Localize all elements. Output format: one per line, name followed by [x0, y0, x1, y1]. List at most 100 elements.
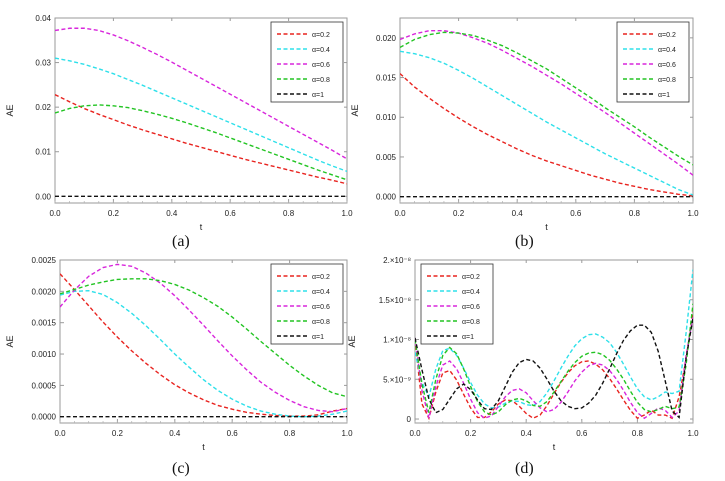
y-tick-label: 0.04	[35, 14, 51, 23]
y-tick-label: 0.0000	[32, 413, 57, 422]
series-line-1	[400, 73, 693, 197]
y-tick-label: 0	[407, 415, 412, 424]
legend-label: α=0.2	[312, 32, 330, 39]
series-line-3	[415, 317, 693, 420]
x-tick-label: 0.0	[394, 209, 406, 218]
y-axis-label: AE	[5, 104, 15, 116]
x-tick-label: 0.8	[629, 209, 641, 218]
x-tick-label: 0.6	[227, 429, 239, 438]
y-tick-label: 0.000	[376, 193, 397, 202]
x-tick-label: 0.4	[169, 429, 181, 438]
y-tick-label: 2.×10⁻⁸	[383, 256, 411, 265]
legend: α=0.2 α=0.4 α=0.6 α=0.8 α=1	[616, 21, 690, 103]
series-line-5	[415, 317, 693, 419]
x-tick-label: 0.4	[166, 209, 178, 218]
y-tick-label: 0.00	[35, 192, 51, 201]
legend-label: α=0.6	[462, 304, 480, 311]
y-tick-label: 0.0020	[32, 287, 57, 296]
series-group	[55, 27, 347, 198]
series-group	[415, 269, 693, 421]
legend: α=0.2 α=0.4 α=0.6 α=0.8 α=1	[270, 263, 344, 345]
legend-label: α=1	[312, 92, 324, 99]
caption-c: (c)	[172, 460, 190, 477]
x-tick-label: 0.4	[512, 209, 524, 218]
x-tick-label: 0.0	[49, 209, 61, 218]
series-line-3	[55, 27, 347, 160]
series-line-1	[415, 311, 693, 421]
series-line-3	[60, 263, 347, 413]
caption-a: (a)	[172, 233, 190, 250]
series-line-3	[400, 30, 693, 176]
y-tick-label: 0.0015	[32, 319, 57, 328]
legend-label: α=0.2	[658, 32, 676, 39]
legend-label: α=0.2	[462, 274, 480, 281]
x-tick-label: 1.0	[687, 429, 699, 438]
x-tick-label: 0.0	[54, 429, 66, 438]
legend-label: α=0.6	[312, 62, 330, 69]
y-tick-label: 0.005	[376, 153, 397, 162]
series-group	[400, 30, 693, 198]
x-tick-label: 1.0	[341, 429, 353, 438]
series-line-1	[55, 94, 347, 185]
x-axis-label: t	[545, 222, 548, 232]
legend-label: α=0.4	[658, 47, 676, 54]
y-tick-label: 0.010	[376, 113, 397, 122]
x-tick-label: 1.0	[687, 209, 699, 218]
series-line-2	[55, 57, 347, 173]
x-tick-label: 0.4	[521, 429, 533, 438]
legend-label: α=0.6	[658, 62, 676, 69]
series-line-1	[60, 273, 347, 417]
y-tick-label: 0.0025	[32, 256, 57, 265]
caption-d: (d)	[515, 460, 534, 477]
series-line-2	[60, 290, 347, 418]
caption-b: (b)	[515, 233, 534, 250]
legend-label: α=0.6	[312, 304, 330, 311]
x-tick-label: 0.2	[453, 209, 465, 218]
legend: α=0.2 α=0.4 α=0.6 α=0.8 α=1	[420, 263, 494, 345]
legend-label: α=0.4	[462, 289, 480, 296]
legend-label: α=0.8	[462, 319, 480, 326]
legend-label: α=0.8	[312, 319, 330, 326]
series-line-2	[415, 269, 693, 409]
y-tick-label: 0.015	[376, 74, 397, 83]
x-tick-label: 0.2	[112, 429, 124, 438]
series-line-2	[400, 50, 693, 196]
y-tick-label: 0.02	[35, 103, 51, 112]
x-tick-label: 0.8	[283, 209, 295, 218]
legend-label: α=1	[462, 334, 474, 341]
series-line-4	[400, 31, 693, 166]
y-tick-label: 0.0005	[32, 381, 57, 390]
x-axis-label: t	[200, 222, 203, 232]
y-tick-label: 5.×10⁻⁹	[383, 375, 411, 384]
y-tick-label: 0.03	[35, 59, 51, 68]
panel-a: 0.0 0.2 0.4 0.6 0.8 1.0 0.00 0.01 0.02 0.03 0.04 t A…	[5, 14, 353, 232]
legend-label: α=0.8	[658, 77, 676, 84]
y-axis-label: AE	[347, 335, 357, 347]
legend-box	[270, 263, 344, 345]
legend-box	[616, 21, 690, 103]
series-group	[60, 263, 347, 418]
y-tick-label: 0.0010	[32, 350, 57, 359]
x-tick-label: 0.8	[284, 429, 296, 438]
legend-box	[270, 21, 344, 103]
y-tick-label: 1.5×10⁻⁸	[379, 296, 411, 305]
y-tick-label: 0.020	[376, 34, 397, 43]
series-line-4	[55, 104, 347, 181]
x-tick-label: 0.0	[409, 429, 421, 438]
x-axis-label: t	[202, 442, 205, 452]
x-tick-label: 0.8	[632, 429, 644, 438]
panel-b: 0.0 0.2 0.4 0.6 0.8 1.0 0.000 0.005 0.010 0.015 0.…	[350, 17, 699, 232]
legend-label: α=0.2	[312, 274, 330, 281]
y-axis-label: AE	[5, 335, 15, 347]
x-tick-label: 0.6	[576, 429, 588, 438]
x-tick-label: 0.6	[225, 209, 237, 218]
legend-label: α=1	[658, 92, 670, 99]
legend-box	[420, 263, 494, 345]
x-tick-label: 0.6	[570, 209, 582, 218]
x-tick-label: 1.0	[341, 209, 353, 218]
panel-d: 0.0 0.2 0.4 0.6 0.8 1.0 0 5.×10⁻⁹ 1.×10⁻⁸ 1.5×10⁻…	[347, 256, 699, 452]
legend-label: α=1	[312, 334, 324, 341]
series-line-4	[415, 303, 693, 416]
x-axis-label: t	[553, 442, 556, 452]
